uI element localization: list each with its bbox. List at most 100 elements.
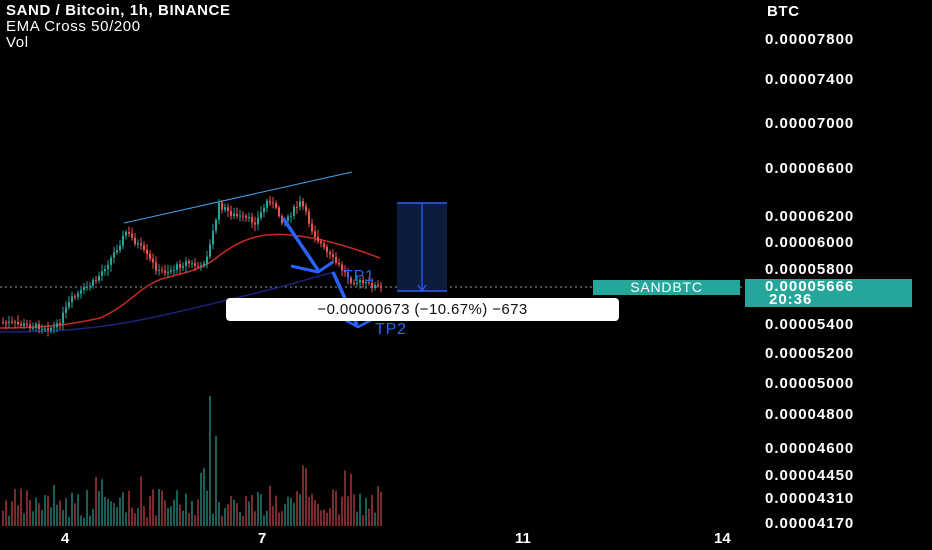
volume-bar bbox=[311, 493, 313, 526]
price-axis[interactable]: BTC 0.00007800 0.00007400 0.00007000 0.0… bbox=[745, 0, 932, 532]
volume-bar bbox=[62, 510, 64, 526]
candle-body bbox=[263, 207, 265, 213]
volume-bar bbox=[50, 507, 52, 526]
candle-body bbox=[356, 282, 358, 284]
volume-bar bbox=[164, 500, 166, 526]
volume-bar bbox=[344, 470, 346, 526]
volume-bar bbox=[377, 486, 379, 526]
price-tick: 0.00004800 bbox=[765, 406, 855, 423]
arrow-tp1-head-icon bbox=[290, 260, 334, 274]
price-tick: 0.00004170 bbox=[765, 515, 855, 532]
candle-body bbox=[221, 202, 223, 210]
volume-bar bbox=[161, 490, 163, 526]
price-tick: 0.00006200 bbox=[765, 208, 855, 225]
indicator-volume[interactable]: Vol bbox=[6, 34, 29, 51]
candle-body bbox=[104, 269, 106, 272]
volume-bar bbox=[368, 508, 370, 526]
volume-bar bbox=[266, 510, 268, 526]
candle-body bbox=[197, 266, 199, 268]
candle-body bbox=[164, 270, 166, 273]
candle-body bbox=[35, 323, 37, 328]
volume-bar bbox=[236, 503, 238, 526]
candle-body bbox=[134, 237, 136, 244]
candle-body bbox=[347, 272, 349, 278]
volume-bar bbox=[230, 495, 232, 526]
candle-body bbox=[323, 243, 325, 247]
volume-bar bbox=[350, 473, 352, 526]
price-tick: 0.00006600 bbox=[765, 160, 855, 177]
candle-body bbox=[251, 217, 253, 223]
volume-bar bbox=[176, 490, 178, 526]
last-price-value: 0.00005666 bbox=[765, 278, 855, 295]
candle-body bbox=[38, 323, 40, 330]
volume-bar bbox=[59, 500, 61, 526]
volume-bar bbox=[128, 490, 130, 526]
candle-body bbox=[353, 282, 355, 284]
candle-body bbox=[203, 263, 205, 266]
volume-bar bbox=[332, 489, 334, 526]
volume-bar bbox=[200, 472, 202, 526]
volume-bar bbox=[14, 488, 16, 526]
volume-bar bbox=[293, 502, 295, 526]
candle-body bbox=[257, 217, 259, 225]
candle-body bbox=[380, 285, 382, 288]
candle-body bbox=[158, 269, 160, 271]
volume-bar bbox=[125, 512, 127, 526]
candle-body bbox=[65, 307, 67, 313]
volume-bar bbox=[218, 502, 220, 526]
volume-bar bbox=[302, 465, 304, 526]
volume-bar bbox=[239, 511, 241, 526]
price-tick: 0.00004450 bbox=[765, 467, 855, 484]
volume-bar bbox=[227, 504, 229, 526]
volume-bar bbox=[308, 496, 310, 526]
candle-body bbox=[200, 265, 202, 267]
candle-body bbox=[326, 246, 328, 253]
volume-bar bbox=[182, 510, 184, 526]
volume-bar bbox=[80, 515, 82, 526]
volume-bar bbox=[287, 496, 289, 526]
candle-body bbox=[101, 271, 103, 276]
candle-body bbox=[86, 286, 88, 288]
volume-bar bbox=[20, 488, 22, 526]
candle-body bbox=[146, 249, 148, 254]
candle-body bbox=[314, 231, 316, 238]
price-tick: 0.00004600 bbox=[765, 440, 855, 457]
candle-body bbox=[170, 270, 172, 272]
candle-body bbox=[206, 256, 208, 264]
indicator-ema-cross[interactable]: EMA Cross 50/200 bbox=[6, 18, 141, 35]
last-price-label: 0.00005666 20:36 bbox=[745, 278, 912, 308]
volume-bar bbox=[335, 490, 337, 526]
candle-body bbox=[299, 201, 301, 207]
volume-bar bbox=[95, 476, 97, 526]
volume-bar bbox=[29, 499, 31, 526]
candle-body bbox=[338, 262, 340, 265]
candle-body bbox=[152, 258, 154, 263]
candle-body bbox=[74, 296, 76, 298]
volume-bar bbox=[209, 396, 211, 526]
volume-bar bbox=[155, 515, 157, 526]
candle-body bbox=[218, 202, 220, 220]
candle-body bbox=[176, 264, 178, 270]
volume-bar bbox=[122, 492, 124, 526]
volume-bar bbox=[374, 512, 376, 526]
volume-bar bbox=[2, 510, 4, 526]
candle-body bbox=[83, 287, 85, 290]
candle-body bbox=[233, 213, 235, 216]
candle-body bbox=[131, 233, 133, 238]
volume-bar bbox=[251, 495, 253, 526]
symbol-title[interactable]: SAND / Bitcoin, 1h, BINANCE bbox=[6, 2, 231, 19]
volume-bar bbox=[134, 513, 136, 526]
candle-body bbox=[128, 232, 130, 234]
trend-line[interactable] bbox=[123, 171, 353, 224]
candle-body bbox=[95, 279, 97, 281]
candle-body bbox=[53, 327, 55, 329]
candle-body bbox=[113, 252, 115, 258]
volume-bar bbox=[113, 502, 115, 526]
volume-bar bbox=[224, 508, 226, 526]
candle-body bbox=[107, 264, 109, 270]
candle-body bbox=[68, 302, 70, 308]
arrow-tp1[interactable] bbox=[281, 217, 320, 271]
volume-bar bbox=[269, 485, 271, 526]
candle-body bbox=[98, 275, 100, 281]
measure-tooltip: −0.00000673 (−10.67%) −673 bbox=[226, 298, 619, 321]
